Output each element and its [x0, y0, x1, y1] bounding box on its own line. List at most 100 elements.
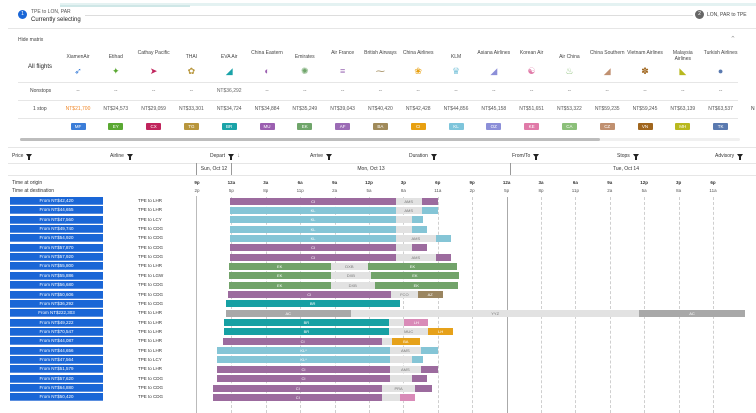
british-airways-logo[interactable]: ⁓: [375, 66, 385, 76]
price-button[interactable]: From NT$50,420: [10, 393, 103, 402]
price-button[interactable]: From NT$54,920: [10, 234, 103, 243]
price-button[interactable]: From NT$222,303: [10, 309, 103, 318]
flight-segment[interactable]: KL*: [217, 356, 391, 364]
price-button[interactable]: From NT$44,656: [10, 346, 103, 355]
one-stop-price[interactable]: NT$53,322: [557, 106, 582, 112]
eva-logo[interactable]: ◢: [225, 66, 233, 76]
layover-segment[interactable]: DXB: [330, 272, 371, 280]
etihad-logo[interactable]: ✦: [112, 66, 120, 76]
filter-icon[interactable]: [430, 154, 437, 160]
price-button[interactable]: From NT$55,800: [10, 262, 103, 271]
column-airline[interactable]: Airline: [110, 153, 133, 160]
flight-segment[interactable]: CI: [213, 393, 383, 401]
price-button[interactable]: From NT$56,680: [10, 281, 103, 290]
column-advisory[interactable]: Advisory: [715, 153, 744, 160]
airline-name[interactable]: Asiana Airlines: [477, 50, 511, 56]
flight-segment[interactable]: [435, 253, 452, 261]
airline-code-chip[interactable]: TK: [713, 123, 729, 130]
price-button[interactable]: From NT$49,222: [10, 318, 103, 327]
emirates-logo[interactable]: ✺: [301, 66, 309, 76]
layover-segment[interactable]: MUC: [389, 328, 429, 336]
one-stop-price[interactable]: NT$59,245: [632, 106, 658, 112]
airline-name[interactable]: British Airways: [364, 50, 397, 56]
airline-code-chip[interactable]: VN: [637, 123, 653, 130]
one-stop-price[interactable]: NT$21,700: [65, 106, 91, 112]
price-button[interactable]: From NT$57,620: [10, 374, 103, 383]
nonstop-price[interactable]: --: [416, 88, 420, 94]
price-button[interactable]: From NT$44,655: [10, 206, 103, 215]
collapse-chevron-icon[interactable]: ⌃: [730, 36, 736, 43]
price-button[interactable]: From NT$70,547: [10, 327, 103, 336]
nonstop-price[interactable]: --: [681, 88, 685, 94]
price-button[interactable]: From NT$51,579: [10, 365, 103, 374]
airline-name[interactable]: China Eastern: [251, 50, 283, 56]
korean-air-logo[interactable]: ☯: [527, 66, 536, 76]
price-button[interactable]: From NT$57,870: [10, 243, 103, 252]
flight-segment[interactable]: EK: [228, 272, 331, 280]
price-button[interactable]: From NT$36,292: [10, 299, 103, 308]
airline-name[interactable]: Emirates: [294, 54, 315, 60]
nonstop-price[interactable]: --: [643, 88, 647, 94]
one-stop-price[interactable]: NT$45,158: [481, 106, 507, 112]
asiana-logo[interactable]: ◢: [490, 66, 498, 76]
flight-segment[interactable]: CI: [222, 337, 383, 345]
layover-segment[interactable]: DXB: [330, 262, 369, 270]
one-stop-price[interactable]: NT$35,249: [292, 106, 318, 112]
layover-segment[interactable]: [382, 393, 400, 401]
column-price[interactable]: Price: [12, 153, 33, 160]
airline-name[interactable]: Turkish Airlines: [703, 50, 738, 56]
matrix-one-stop-label[interactable]: 1 stop: [33, 106, 47, 112]
airline-name[interactable]: Cathay Pacific: [137, 50, 170, 56]
one-stop-price[interactable]: NT$59,235: [594, 106, 620, 112]
china-airlines-logo[interactable]: ❀: [414, 66, 422, 76]
price-button[interactable]: From NT$55,886: [10, 271, 103, 280]
filter-icon[interactable]: [533, 154, 540, 160]
airline-name[interactable]: THAI: [185, 54, 198, 60]
layover-segment[interactable]: AMS: [395, 206, 422, 214]
step-2-route[interactable]: LON, PAR to TPE: [707, 12, 747, 18]
price-button[interactable]: From NT$44,087: [10, 337, 103, 346]
nonstop-price[interactable]: --: [529, 88, 534, 94]
nonstop-price[interactable]: --: [718, 88, 723, 94]
price-button[interactable]: From NT$57,920: [10, 253, 103, 262]
nonstop-price[interactable]: --: [340, 88, 345, 94]
malaysia-airlines-logo[interactable]: ◣: [679, 66, 687, 76]
flight-segment[interactable]: [435, 234, 452, 242]
airline-name[interactable]: Air France: [331, 50, 355, 56]
nonstop-price[interactable]: --: [151, 88, 156, 94]
column-from-to[interactable]: From/To: [512, 153, 540, 160]
one-stop-price[interactable]: NT$44,856: [443, 106, 469, 112]
layover-segment[interactable]: [395, 216, 412, 224]
airline-code-chip[interactable]: MF: [70, 123, 86, 130]
flight-segment[interactable]: [412, 356, 423, 364]
matrix-all-flights[interactable]: All flights: [28, 64, 53, 70]
one-stop-price[interactable]: NT$34,884: [254, 106, 280, 112]
flight-segment[interactable]: LH: [404, 319, 429, 327]
layover-segment[interactable]: [395, 225, 412, 233]
nonstop-price[interactable]: --: [567, 88, 572, 94]
flight-segment[interactable]: KL*: [217, 347, 391, 355]
airline-code-chip[interactable]: CX: [146, 123, 162, 130]
nonstop-price[interactable]: --: [492, 88, 496, 94]
flight-segment[interactable]: CI: [213, 384, 383, 392]
nonstop-price[interactable]: --: [114, 88, 118, 94]
flight-segment[interactable]: CI: [230, 197, 396, 205]
layover-segment[interactable]: AMS: [395, 234, 436, 242]
airline-code-chip[interactable]: KE: [524, 123, 540, 130]
flight-segment[interactable]: CI: [227, 291, 391, 298]
airline-code-chip[interactable]: MH: [675, 123, 691, 130]
layover-segment[interactable]: PRA: [382, 384, 415, 392]
step-1-route[interactable]: TPE to LON, PAR: [31, 9, 71, 15]
airline-name[interactable]: Air China: [559, 54, 580, 60]
vietnam-airlines-logo[interactable]: ✽: [641, 66, 649, 76]
airline-name[interactable]: EVA Air: [220, 54, 238, 60]
filter-icon[interactable]: [126, 154, 133, 160]
filter-icon[interactable]: [632, 154, 639, 160]
one-stop-price[interactable]: NT$51,651: [519, 106, 544, 112]
airline-name[interactable]: Korean Air: [519, 50, 544, 56]
layover-segment[interactable]: AMS: [390, 347, 421, 355]
nonstop-price[interactable]: --: [378, 88, 383, 94]
nonstop-price[interactable]: --: [76, 88, 80, 94]
one-stop-price[interactable]: NT$29,059: [141, 106, 166, 112]
flight-segment[interactable]: CI: [230, 244, 396, 252]
